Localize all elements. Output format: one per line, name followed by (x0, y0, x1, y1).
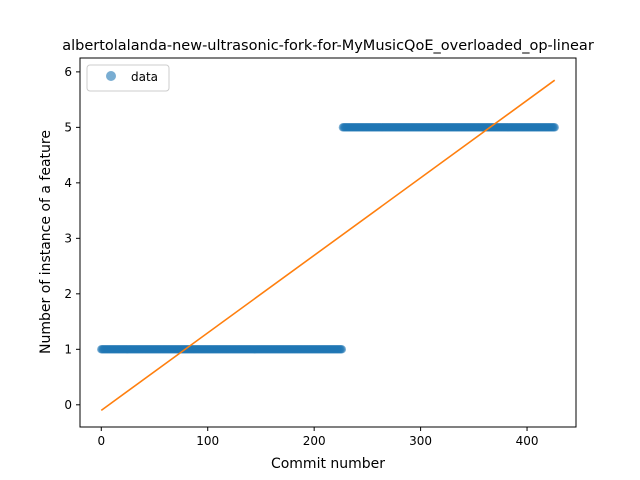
y-tick-label: 5 (64, 120, 72, 134)
plot-frame (79, 57, 577, 428)
x-axis-label: Commit number (271, 456, 385, 472)
x-tick-label: 200 (303, 434, 326, 448)
x-tick-label: 0 (97, 434, 105, 448)
y-axis-label: Number of instance of a feature (38, 130, 54, 354)
y-tick-label: 1 (64, 342, 72, 356)
y-tick-label: 6 (64, 65, 72, 79)
legend-label: data (131, 70, 158, 84)
y-tick-label: 3 (64, 231, 72, 245)
y-tick-label: 2 (64, 287, 72, 301)
legend-box (86, 64, 170, 92)
fit-line-layer (100, 79, 556, 411)
y-tick-label: 0 (64, 398, 72, 412)
x-tick-label: 100 (196, 434, 219, 448)
legend-marker (106, 71, 116, 81)
legend: data (86, 64, 170, 92)
y-ticks: 0 1 2 3 4 5 6 (64, 65, 80, 412)
fit-line (100, 79, 556, 411)
chart-title: albertolalanda-new-ultrasonic-fork-for-M… (62, 38, 594, 54)
data-point (550, 123, 559, 132)
data-point (337, 345, 347, 354)
y-tick-label: 4 (64, 176, 72, 190)
x-ticks: 0 100 200 300 400 (97, 427, 538, 448)
data-points (97, 123, 559, 354)
x-tick-label: 400 (516, 434, 539, 448)
x-tick-label: 300 (409, 434, 432, 448)
